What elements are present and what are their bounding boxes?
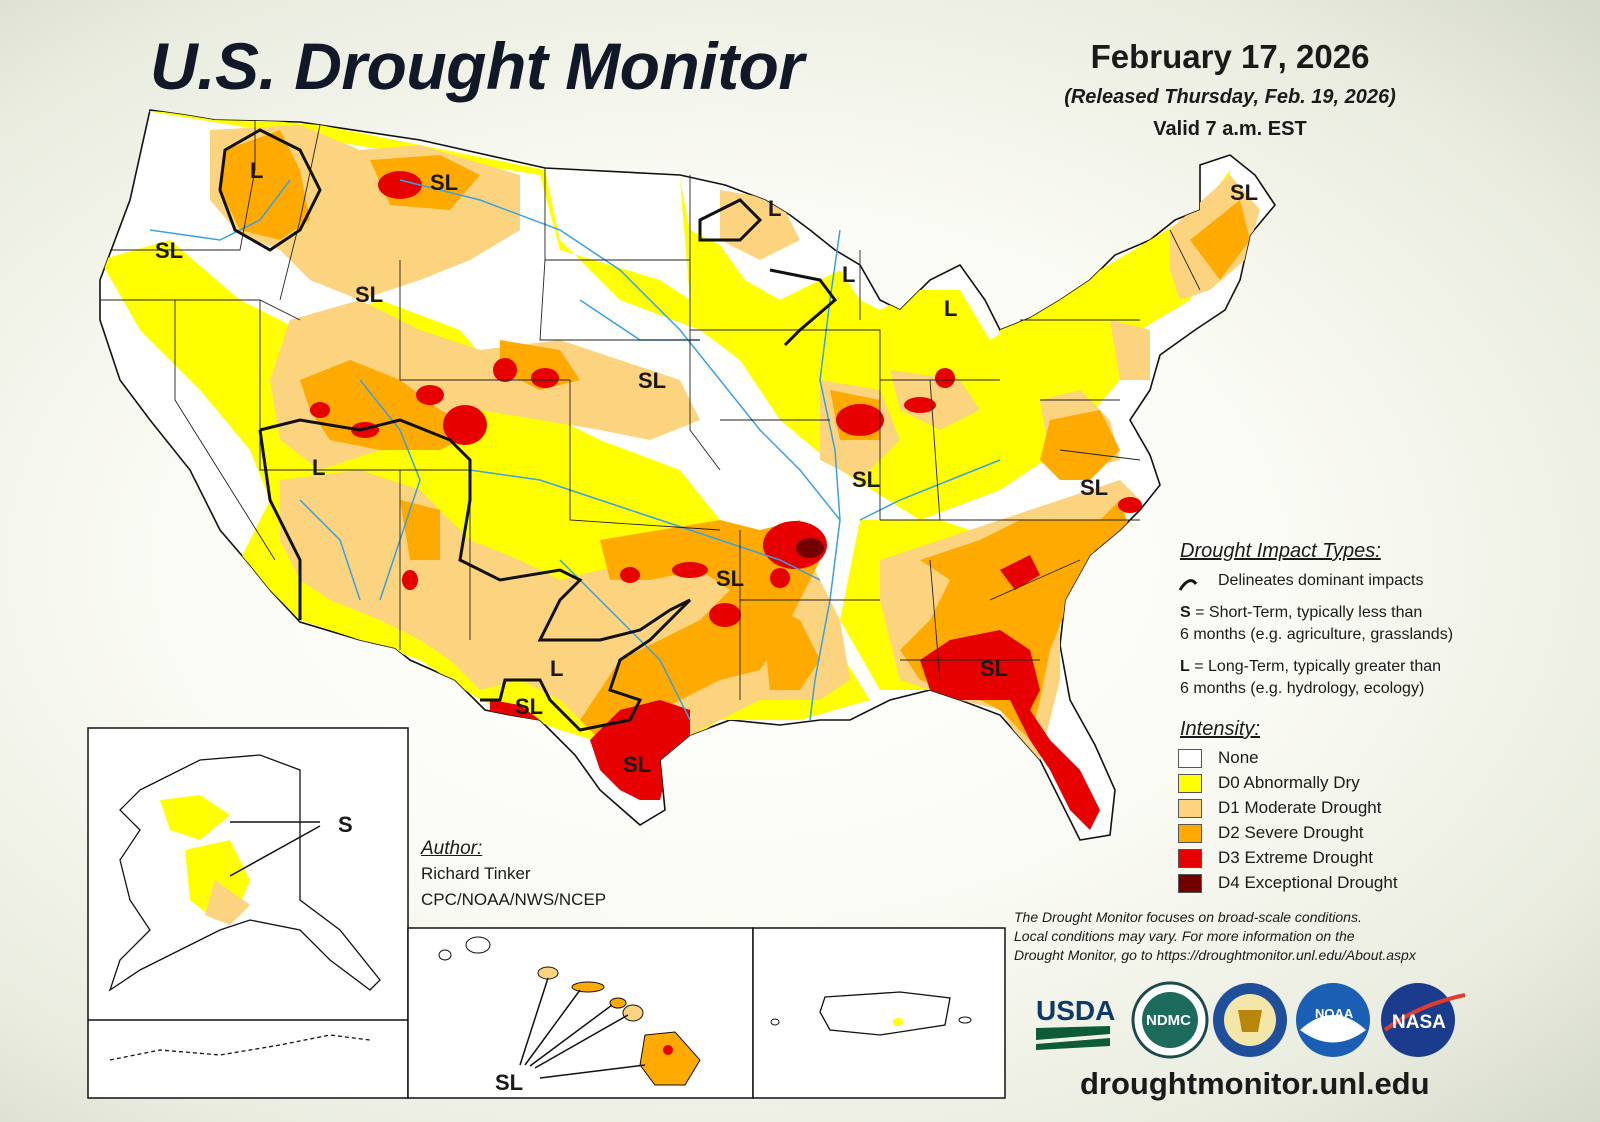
agency-logos: USDA NDMC NOAA NASA (1036, 981, 1466, 1059)
legend-row-d1: D1 Moderate Drought (1178, 797, 1381, 819)
l-key: L (1180, 658, 1190, 675)
impact-label: L (768, 196, 781, 221)
nasa-logo: NASA (1381, 983, 1466, 1057)
svg-text:USDA: USDA (1036, 995, 1115, 1026)
footer-note-line: Drought Monitor, go to https://droughtmo… (1014, 947, 1416, 963)
impact-label: L (550, 656, 563, 681)
author-heading: Author: (421, 838, 483, 859)
impact-label: SL (355, 282, 383, 307)
footer-note: The Drought Monitor focuses on broad-sca… (1014, 908, 1416, 965)
rivers (149, 179, 1001, 721)
noaa-logo: NOAA (1296, 983, 1370, 1057)
impact-label: SL (980, 656, 1008, 681)
intensity-legend-heading: Intensity: (1180, 718, 1261, 740)
swatch-d1 (1178, 798, 1202, 818)
impact-legend-long-term: L = Long-Term, typically greater than (1180, 658, 1441, 676)
impact-label: SL (515, 694, 543, 719)
impact-label: SL (1080, 475, 1108, 500)
impact-label: SL (852, 467, 880, 492)
impact-labels: SL L SL SL L L L SL SL L SL SL SL L SL S… (155, 158, 1258, 777)
s-key: S (1180, 604, 1191, 621)
impact-legend-heading: Drought Impact Types: (1180, 540, 1381, 562)
legend-row-d3: D3 Extreme Drought (1178, 847, 1373, 869)
valid-time: Valid 7 a.m. EST (1153, 118, 1307, 140)
impact-label: SL (495, 1070, 523, 1095)
impact-legend-short-term: S = Short-Term, typically less than (1180, 604, 1422, 622)
site-link[interactable]: droughtmonitor.unl.edu (1080, 1066, 1430, 1101)
impact-line-icon (1178, 579, 1198, 591)
swatch-none (1178, 748, 1202, 768)
commerce-logo (1213, 983, 1287, 1057)
legend-label: D0 Abnormally Dry (1218, 773, 1360, 792)
legend-label: D4 Exceptional Drought (1218, 873, 1398, 892)
swatch-d2 (1178, 823, 1202, 843)
impact-delineations (218, 128, 838, 732)
release-date: (Released Thursday, Feb. 19, 2026) (1064, 86, 1396, 108)
drought-intensity-layer (100, 110, 1260, 830)
legend-row-d0: D0 Abnormally Dry (1178, 772, 1360, 794)
legend-row-none: None (1178, 747, 1259, 769)
impact-label: SL (638, 368, 666, 393)
svg-text:NASA: NASA (1392, 1012, 1446, 1033)
d4-areas (796, 538, 824, 558)
footer-note-line: The Drought Monitor focuses on broad-sca… (1014, 909, 1362, 925)
impact-label: SL (430, 170, 458, 195)
ndmc-logo: NDMC (1131, 981, 1209, 1059)
swatch-d0 (1178, 773, 1202, 793)
legend-label: D1 Moderate Drought (1218, 798, 1382, 817)
s-desc: = Short-Term, typically less than (1190, 604, 1423, 621)
alaska-inset: S (87, 727, 409, 1099)
impact-label: SL (623, 752, 651, 777)
impact-label: L (842, 262, 855, 287)
impact-label: S (338, 812, 353, 837)
usda-logo: USDA (1036, 995, 1115, 1050)
legend-row-d4: D4 Exceptional Drought (1178, 872, 1398, 894)
author-org: CPC/NOAA/NWS/NCEP (421, 890, 607, 909)
puerto-rico-inset (752, 927, 1006, 1099)
svg-text:NDMC: NDMC (1146, 1012, 1191, 1029)
impact-label: L (312, 455, 325, 480)
map-date: February 17, 2026 (1090, 38, 1370, 75)
impact-label: L (944, 296, 957, 321)
impact-legend-long-term-2: 6 months (e.g. hydrology, ecology) (1180, 680, 1425, 697)
l-desc: = Long-Term, typically greater than (1189, 658, 1442, 675)
page-title: U.S. Drought Monitor (150, 29, 804, 103)
svg-text:NOAA: NOAA (1315, 1006, 1354, 1021)
legend-row-d2: D2 Severe Drought (1178, 822, 1364, 844)
author-name: Richard Tinker (421, 864, 531, 883)
hawaii-inset: SL (407, 927, 754, 1099)
impact-legend-short-term-2: 6 months (e.g. agriculture, grasslands) (1180, 626, 1454, 643)
impact-legend-delineates: Delineates dominant impacts (1218, 572, 1424, 589)
impact-label: SL (716, 566, 744, 591)
legend-label: None (1218, 748, 1259, 767)
footer-note-line: Local conditions may vary. For more info… (1014, 928, 1355, 944)
legend-label: D2 Severe Drought (1218, 823, 1364, 842)
legend-label: D3 Extreme Drought (1218, 848, 1373, 867)
swatch-d4 (1178, 873, 1202, 893)
impact-label: SL (155, 238, 183, 263)
impact-label: L (250, 158, 263, 183)
swatch-d3 (1178, 848, 1202, 868)
impact-label: SL (1230, 180, 1258, 205)
